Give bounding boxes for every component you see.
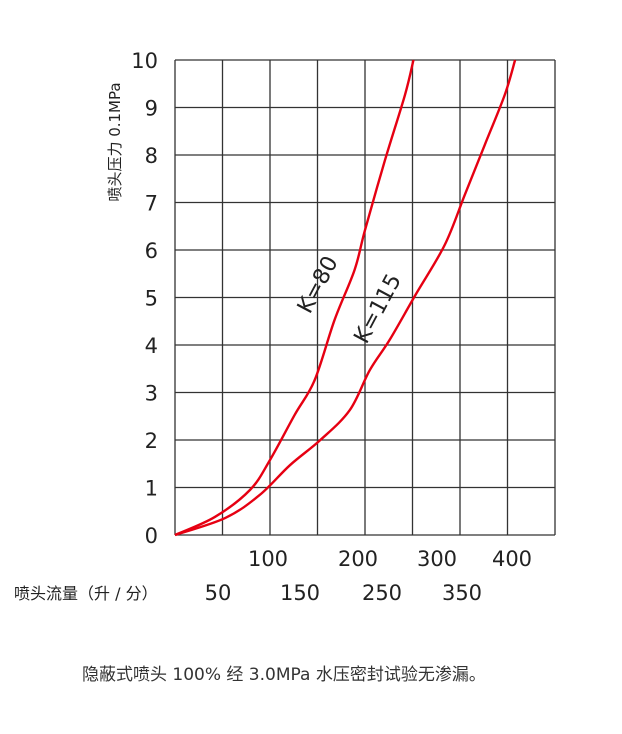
y-tick-label: 0 (145, 524, 158, 548)
y-tick-label: 3 (145, 382, 158, 406)
y-tick-label: 5 (145, 287, 158, 311)
y-tick-label: 2 (145, 429, 158, 453)
caption: 隐蔽式喷头 100% 经 3.0MPa 水压密封试验无渗漏。 (82, 665, 486, 685)
grid (174, 59, 556, 536)
y-tick-label: 9 (145, 97, 158, 121)
x-tick-label: 300 (417, 547, 457, 571)
x-tick-label-secondary: 50 (205, 581, 232, 605)
y-tick-label: 10 (131, 49, 158, 73)
y-tick-label: 4 (145, 334, 158, 358)
tick-labels: 0 1 2 3 4 5 6 7 8 9 10 100 200 300 400 50 150 250 350 (131, 49, 532, 605)
series-label-k80: K=80 (293, 252, 344, 317)
y-tick-label: 7 (145, 192, 158, 216)
x-tick-label: 100 (248, 547, 288, 571)
y-tick-label: 1 (145, 477, 158, 501)
y-axis-title: 喷头压力 0.1MPa (106, 82, 124, 201)
x-tick-label: 400 (492, 547, 532, 571)
series-lines (174, 59, 517, 537)
y-tick-label: 6 (145, 239, 158, 263)
y-tick-label: 8 (145, 144, 158, 168)
series-line-k115 (174, 59, 517, 537)
x-tick-label-secondary: 150 (280, 581, 320, 605)
x-axis-title: 喷头流量（升 / 分） (14, 584, 158, 603)
series-label-k115: K=115 (350, 270, 407, 348)
x-tick-label-secondary: 350 (442, 581, 482, 605)
x-tick-label-secondary: 250 (362, 581, 402, 605)
x-tick-label: 200 (338, 547, 378, 571)
pressure-flow-chart: 0 1 2 3 4 5 6 7 8 9 10 100 200 300 400 50 150 250 350 喷头压力… (14, 49, 556, 605)
series-line-k80 (174, 59, 415, 537)
